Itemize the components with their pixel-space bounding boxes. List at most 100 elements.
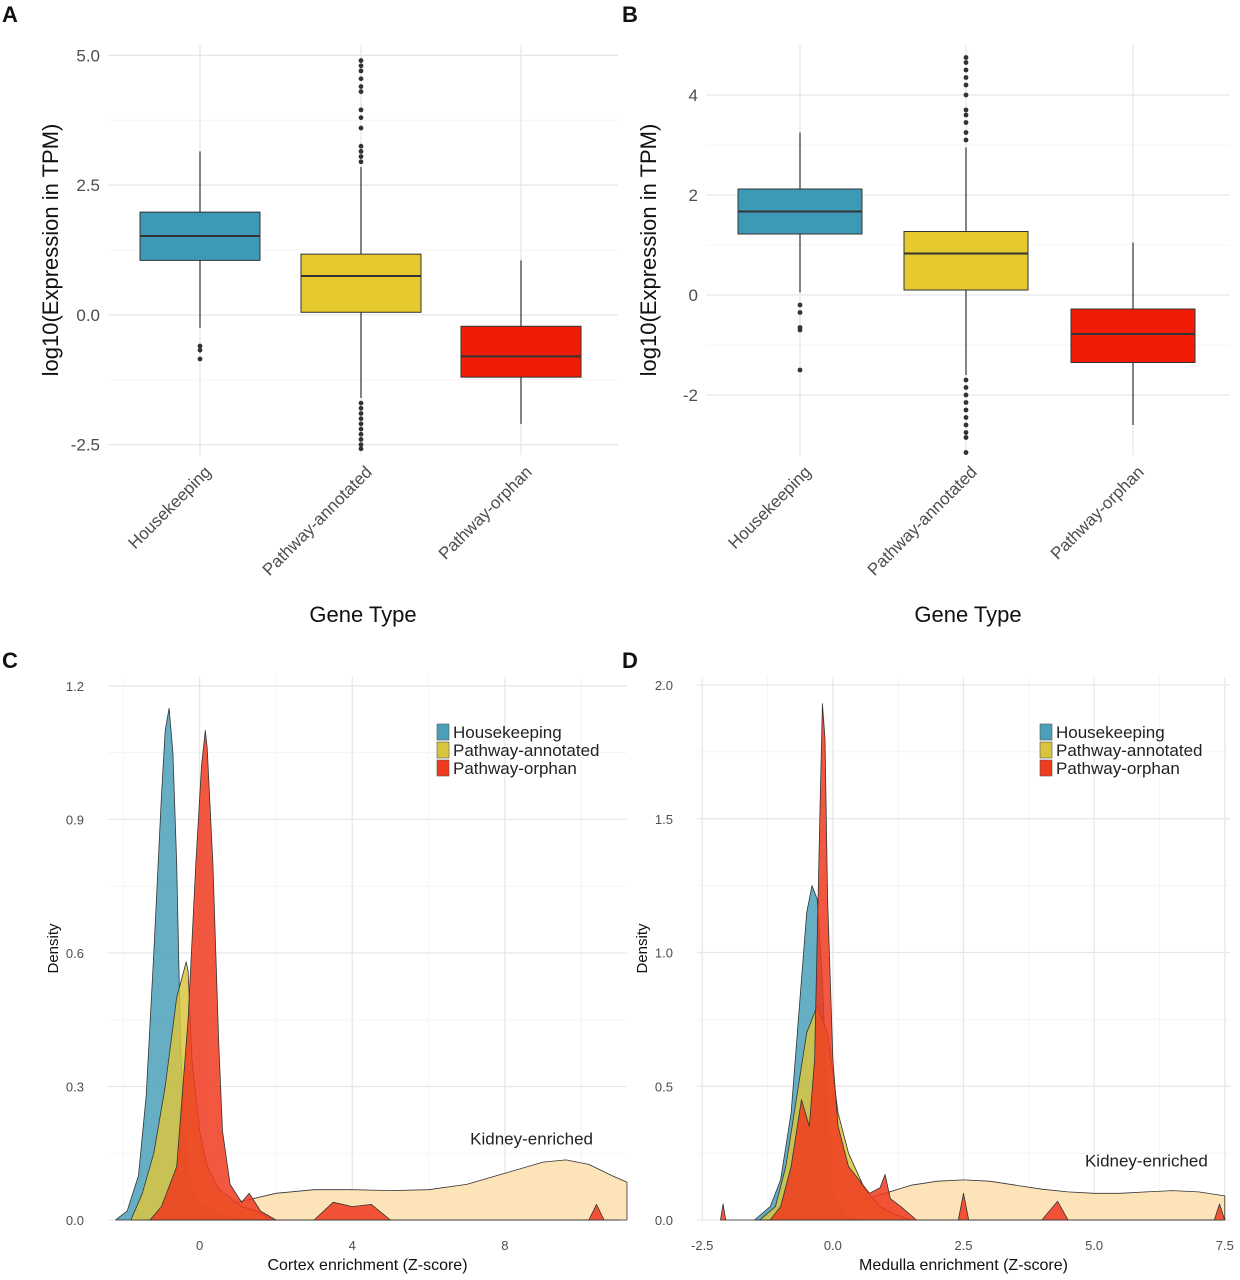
y-tick-label: 2.5 bbox=[76, 176, 100, 195]
y-axis-title: log10(Expression in TPM) bbox=[636, 124, 661, 377]
y-tick-label: -2 bbox=[683, 386, 698, 405]
y-tick-label: 1.0 bbox=[655, 946, 673, 961]
y-tick-label: -2.5 bbox=[71, 436, 100, 455]
x-tick-label: Housekeeping bbox=[125, 462, 215, 552]
outlier-point bbox=[963, 112, 969, 118]
y-axis-title: Density bbox=[634, 923, 651, 974]
outlier-point bbox=[963, 407, 969, 413]
outlier-point bbox=[358, 89, 364, 95]
y-tick-label: 0.0 bbox=[76, 306, 100, 325]
outlier-point bbox=[963, 385, 969, 390]
outlier-point bbox=[963, 82, 969, 88]
x-tick-label: Pathway-annotated bbox=[259, 462, 376, 579]
y-tick-label: 0.5 bbox=[655, 1079, 673, 1094]
outlier-point bbox=[358, 148, 364, 154]
density-pathway-orphan bbox=[149, 730, 620, 1221]
outlier-point bbox=[963, 450, 969, 455]
panel-a: A -2.5 0.0 2.5 5.0 Housekeeping Pathway-annota… bbox=[2, 2, 618, 627]
outlier-point bbox=[797, 302, 803, 308]
outlier-point bbox=[358, 437, 364, 442]
x-axis-title: Cortex enrichment (Z-score) bbox=[267, 1257, 467, 1274]
x-tick-label: 8 bbox=[501, 1238, 508, 1253]
y-tick-label: 4 bbox=[689, 86, 698, 105]
panel-letter: A bbox=[2, 2, 18, 27]
box-pathway-annotated bbox=[903, 231, 1029, 291]
outlier-point bbox=[197, 347, 203, 353]
outlier-point bbox=[963, 435, 969, 440]
outlier-point bbox=[963, 120, 969, 125]
annotation-kidney-enriched: Kidney-enriched bbox=[1085, 1152, 1208, 1171]
outlier-point bbox=[963, 67, 969, 73]
y-tick-label: 0.6 bbox=[66, 946, 84, 961]
annotation-kidney-enriched: Kidney-enriched bbox=[470, 1129, 593, 1148]
outlier-point bbox=[963, 422, 969, 428]
legend-key-pathway-orphan bbox=[436, 759, 450, 777]
outlier-point bbox=[358, 405, 364, 411]
x-tick-label: 4 bbox=[349, 1238, 356, 1253]
panel-b: B -2 0 2 4 Housekeeping Pathway-annotated Pathw… bbox=[622, 2, 1230, 627]
legend-entry-pathway-annotated: Pathway-annotated bbox=[1056, 741, 1203, 760]
outlier-point bbox=[358, 400, 364, 406]
outlier-point bbox=[358, 159, 364, 165]
outlier-point bbox=[358, 411, 364, 416]
outlier-point bbox=[963, 130, 969, 135]
y-axis-title: Density bbox=[45, 923, 62, 974]
panel-letter: D bbox=[622, 648, 638, 673]
y-tick-label: 5.0 bbox=[76, 46, 100, 65]
outlier-point bbox=[963, 137, 969, 143]
x-tick-label: 7.5 bbox=[1216, 1238, 1234, 1253]
outlier-point bbox=[358, 63, 364, 69]
x-axis-title: Gene Type bbox=[309, 602, 416, 627]
y-axis-title: log10(Expression in TPM) bbox=[38, 124, 63, 377]
y-tick-label: 0.9 bbox=[66, 812, 84, 827]
x-axis-title: Medulla enrichment (Z-score) bbox=[859, 1257, 1068, 1274]
outlier-point bbox=[358, 421, 364, 427]
outlier-point bbox=[963, 430, 969, 435]
box-pathway-annotated bbox=[300, 253, 422, 313]
legend-entry-pathway-orphan: Pathway-orphan bbox=[453, 759, 577, 778]
outlier-point bbox=[963, 400, 969, 405]
outlier-point bbox=[358, 115, 364, 121]
panel-c: C 0.0 0.3 0.6 0.9 1.2 0 4 8 Kidney-enriched Housek… bbox=[2, 648, 628, 1274]
legend-entry-pathway-orphan: Pathway-orphan bbox=[1056, 759, 1180, 778]
legend-key-housekeeping bbox=[436, 723, 450, 741]
x-tick-label: Pathway-orphan bbox=[435, 462, 536, 563]
outlier-point bbox=[963, 415, 969, 420]
outlier-point bbox=[358, 107, 364, 113]
y-tick-label: 0 bbox=[689, 286, 698, 305]
outlier-point bbox=[358, 68, 364, 74]
outlier-point bbox=[963, 55, 969, 60]
outlier-point bbox=[797, 367, 803, 373]
panel-d: D 0.0 0.5 1.0 1.5 2.0 -2.5 0.0 2.5 5.0 7.5 Kidney-e… bbox=[622, 648, 1234, 1274]
x-tick-label: 0 bbox=[196, 1238, 203, 1253]
panel-letter: C bbox=[2, 648, 18, 673]
x-tick-label: -2.5 bbox=[691, 1238, 713, 1253]
legend-key-pathway-annotated bbox=[1039, 741, 1053, 759]
legend-key-pathway-annotated bbox=[436, 741, 450, 759]
outlier-point bbox=[797, 327, 803, 333]
outlier-point bbox=[358, 154, 364, 159]
outlier-point bbox=[358, 125, 364, 131]
outlier-point bbox=[197, 343, 203, 349]
y-tick-label: 1.2 bbox=[66, 679, 84, 694]
y-tick-label: 0.3 bbox=[66, 1079, 84, 1094]
y-tick-label: 0.0 bbox=[655, 1213, 673, 1228]
outlier-point bbox=[358, 446, 364, 452]
outlier-point bbox=[963, 92, 969, 98]
x-tick-label: 2.5 bbox=[954, 1238, 972, 1253]
outlier-point bbox=[358, 431, 364, 437]
y-tick-label: 1.5 bbox=[655, 812, 673, 827]
outlier-point bbox=[963, 392, 969, 398]
outlier-point bbox=[963, 60, 969, 65]
legend-key-housekeeping bbox=[1039, 723, 1053, 741]
density-pathway-orphan bbox=[720, 703, 1226, 1221]
legend-key-pathway-orphan bbox=[1039, 759, 1053, 777]
legend-entry-pathway-annotated: Pathway-annotated bbox=[453, 741, 600, 760]
box-pathway-orphan bbox=[1070, 308, 1196, 363]
x-tick-label: Pathway-orphan bbox=[1047, 462, 1148, 563]
outlier-point bbox=[358, 416, 364, 422]
outlier-point bbox=[358, 76, 364, 82]
x-axis-title: Gene Type bbox=[914, 602, 1021, 627]
legend-entry-housekeeping: Housekeeping bbox=[1056, 723, 1165, 742]
